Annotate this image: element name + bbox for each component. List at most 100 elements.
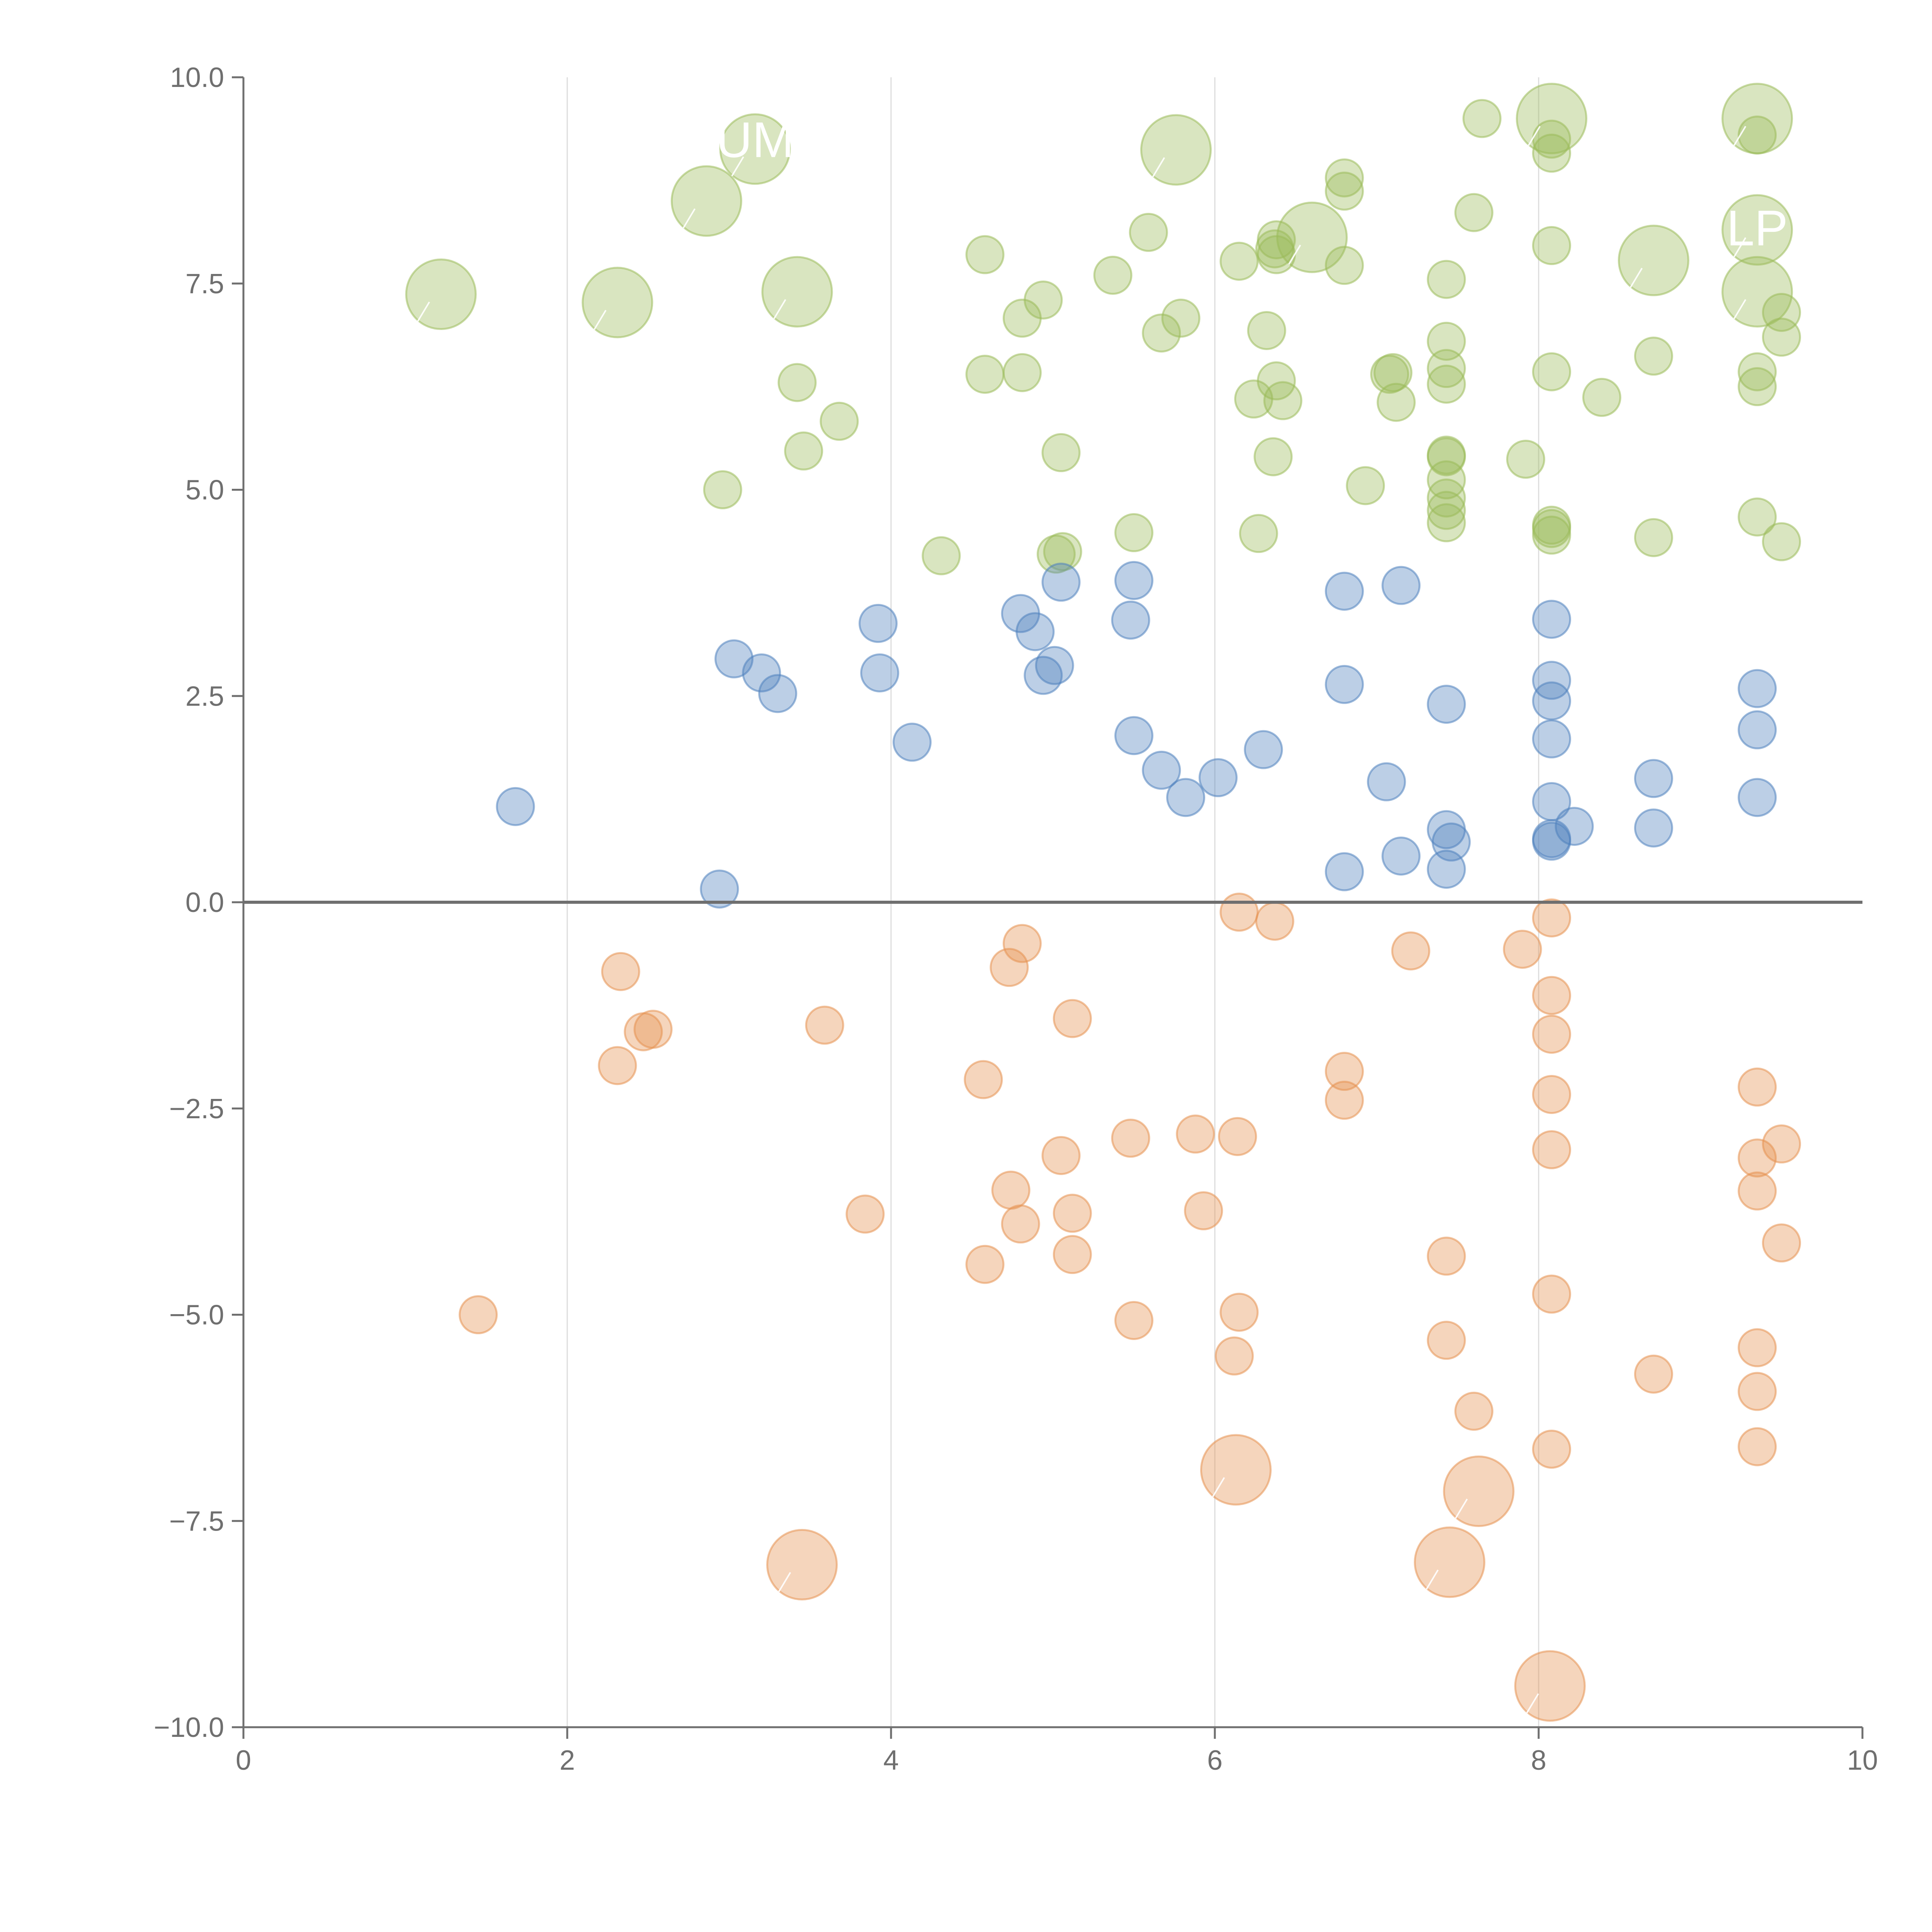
y-tick-label-8: −10.0	[154, 1712, 224, 1743]
orange-point-36	[1532, 1075, 1571, 1114]
orange-point-1	[598, 1046, 637, 1085]
orange-point-44	[1738, 1328, 1777, 1367]
orange-point-45	[1738, 1372, 1777, 1411]
green-point-63	[1762, 318, 1801, 357]
green-leader-line-7	[1527, 126, 1541, 146]
green-point-57	[1634, 518, 1673, 557]
orange-leader-line-1	[1212, 1477, 1225, 1497]
green-leader-line-10	[1733, 237, 1747, 258]
blue-point-33	[1532, 719, 1571, 759]
y-tick-label-4: 0.0	[185, 887, 224, 918]
green-leader-line-4	[773, 299, 786, 320]
y-tick-label-2: 5.0	[185, 475, 224, 506]
x-tick-label-4: 8	[1531, 1745, 1546, 1776]
green-point-1	[777, 363, 817, 402]
orange-point-31	[1454, 1391, 1493, 1431]
green-point-50	[1532, 226, 1571, 265]
orange-point-12	[1002, 924, 1042, 963]
green-large-point-9	[1721, 83, 1793, 155]
orange-point-30	[1427, 1321, 1466, 1360]
orange-point-11	[1001, 1204, 1040, 1244]
green-leader-line-3	[731, 156, 744, 177]
green-point-35	[1427, 260, 1466, 299]
green-large-point-4	[761, 256, 833, 328]
green-point-29	[1325, 172, 1364, 211]
orange-point-5	[805, 1005, 844, 1045]
blue-point-1	[700, 869, 739, 909]
green-leader-line-8	[1629, 267, 1643, 288]
orange-point-18	[1114, 1301, 1153, 1340]
blue-point-42	[1738, 778, 1777, 817]
blue-point-32	[1532, 681, 1571, 721]
blue-point-26	[1427, 685, 1466, 724]
blue-point-7	[892, 723, 932, 762]
orange-point-35	[1532, 1015, 1571, 1054]
blue-point-14	[1114, 561, 1153, 600]
orange-point-34	[1532, 976, 1571, 1015]
orange-point-47	[1762, 1124, 1801, 1164]
orange-point-6	[845, 1194, 885, 1234]
blue-point-15	[1114, 716, 1153, 755]
green-large-point-0	[405, 259, 477, 330]
orange-point-16	[1053, 1235, 1092, 1274]
green-point-8	[1002, 353, 1042, 392]
x-tick-label-3: 6	[1207, 1745, 1223, 1776]
green-point-9	[1024, 280, 1063, 320]
green-point-56	[1634, 337, 1673, 376]
blue-point-29	[1427, 850, 1466, 889]
orange-point-28	[1391, 931, 1430, 971]
orange-point-33	[1532, 898, 1571, 938]
green-point-5	[965, 355, 1005, 394]
green-large-point-8	[1617, 224, 1689, 296]
orange-large-point-3	[1443, 1455, 1515, 1527]
green-large-point-2	[670, 165, 742, 237]
blue-point-39	[1634, 808, 1673, 848]
green-point-4	[922, 536, 961, 575]
green-point-21	[1247, 311, 1286, 350]
blue-point-12	[1041, 563, 1081, 602]
green-leader-line-11	[1733, 299, 1747, 320]
orange-point-29	[1427, 1236, 1466, 1276]
green-point-46	[1462, 99, 1502, 138]
orange-large-point-2	[1414, 1526, 1486, 1598]
green-large-point-6	[1276, 201, 1348, 273]
orange-point-25	[1255, 901, 1294, 941]
orange-leader-line-4	[1526, 1693, 1539, 1714]
blue-point-16	[1142, 750, 1181, 790]
blue-point-36	[1532, 821, 1571, 861]
green-point-38	[1427, 364, 1466, 404]
orange-point-22	[1219, 1293, 1259, 1332]
orange-leader-line-0	[778, 1572, 791, 1592]
blue-point-3	[742, 653, 781, 692]
x-tick-label-2: 4	[883, 1745, 899, 1776]
green-point-17	[1161, 298, 1201, 338]
green-leader-line-2	[682, 208, 696, 229]
orange-point-10	[991, 1170, 1031, 1210]
blue-point-19	[1244, 730, 1283, 769]
orange-point-15	[1053, 1194, 1092, 1233]
orange-point-41	[1738, 1067, 1777, 1107]
green-point-15	[1129, 213, 1168, 252]
y-tick-label-3: 2.5	[185, 681, 224, 712]
blue-point-5	[858, 604, 898, 643]
blue-point-41	[1738, 710, 1777, 750]
green-leader-line-1	[594, 310, 607, 330]
orange-point-27	[1325, 1080, 1364, 1120]
green-point-61	[1738, 497, 1777, 537]
blue-point-31	[1532, 661, 1571, 700]
blue-point-13	[1111, 600, 1150, 640]
green-leader-line-9	[1733, 126, 1747, 146]
x-tick-label-0: 0	[236, 1745, 251, 1776]
orange-point-42	[1738, 1138, 1777, 1178]
green-point-27	[1263, 381, 1303, 420]
x-tick-label-1: 2	[560, 1745, 575, 1776]
green-point-54	[1532, 515, 1571, 555]
orange-point-39	[1532, 1430, 1571, 1469]
orange-point-0	[459, 1295, 498, 1334]
blue-point-18	[1198, 758, 1238, 798]
orange-point-4	[633, 1010, 673, 1049]
orange-point-38	[1532, 1274, 1571, 1314]
axes: 10.0 7.5 5.0 2.5 0.0 −2.5 −5.0 −7.5 −10.0 0 2 4 6 8 10	[154, 62, 1878, 1776]
orange-point-23	[1218, 1117, 1257, 1156]
